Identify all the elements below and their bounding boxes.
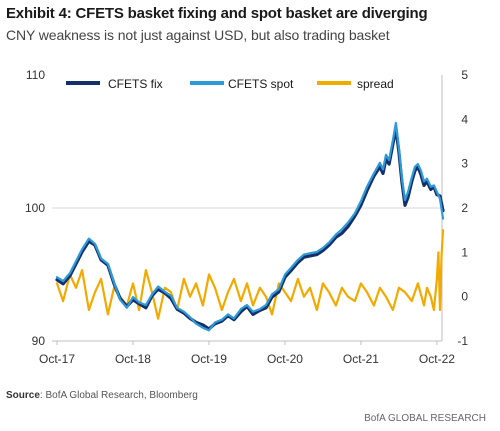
x-axis-tick-label: Oct-20: [267, 352, 303, 366]
chart-ticks: 90 100 110 -1 0 1 2 3 4 5 Oct-17 Oct-18 Oct-19 Oct-20…: [25, 68, 468, 366]
x-axis-tick-label: Oct-22: [419, 352, 455, 366]
x-axis-tick-label: Oct-17: [39, 352, 75, 366]
x-axis-tick-label: Oct-21: [343, 352, 379, 366]
legend-cfets-fix-label: CFETS fix: [108, 77, 163, 91]
source-label: Source: [6, 390, 40, 401]
left-axis-tick-label: 110: [26, 68, 45, 82]
right-axis-tick-label: 4: [461, 112, 468, 126]
legend-spread-label: spread: [357, 77, 394, 91]
series-cfets-spot-line: [55, 121, 445, 332]
chart-series: [55, 121, 445, 332]
x-axis-tick-label: Oct-19: [191, 352, 227, 366]
chart-title: Exhibit 4: CFETS basket fixing and spot …: [6, 5, 428, 22]
source-text: : BofA Global Research, Bloomberg: [39, 390, 198, 401]
series-spread-line: [55, 229, 445, 320]
x-axis-tick-label: Oct-18: [115, 352, 151, 366]
right-axis-tick-label: 3: [461, 157, 468, 171]
right-axis-tick-label: -1: [457, 334, 468, 348]
right-axis-tick-label: 1: [461, 245, 468, 259]
right-axis-tick-label: 5: [461, 68, 468, 82]
right-axis-tick-label: 2: [461, 201, 468, 215]
source-note: Source: BofA Global Research, Bloomberg: [6, 390, 198, 401]
right-axis-tick-label: 0: [461, 290, 468, 304]
legend-cfets-spot-label: CFETS spot: [228, 77, 294, 91]
brand-footer: BofA GLOBAL RESEARCH: [364, 413, 486, 424]
left-axis-tick-label: 100: [25, 201, 45, 215]
chart-legend: CFETS fix CFETS spot spread: [66, 77, 394, 91]
left-axis-tick-label: 90: [32, 334, 46, 348]
chart-subtitle: CNY weakness is not just against USD, bu…: [6, 27, 390, 43]
